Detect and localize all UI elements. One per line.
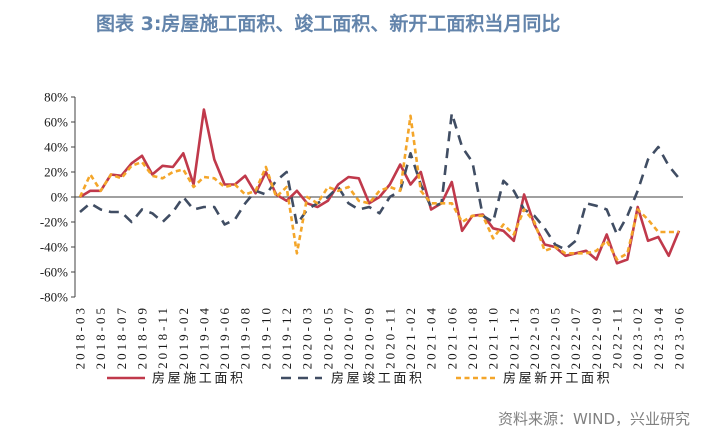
x-tick-label: 2022-11 <box>610 305 625 369</box>
chart-axes: 80% 60% 40% 20% 0% -20% -40% -60% -80% 2018-03 201… <box>40 90 687 370</box>
x-tick-label: 2020-03 <box>300 305 315 369</box>
source-note: 资料来源：WIND，兴业研究 <box>497 410 690 428</box>
x-tick-label: 2019-08 <box>238 305 253 369</box>
x-tick-label: 2021-04 <box>424 305 439 369</box>
y-tick-label: 40% <box>44 140 68 155</box>
y-tick-label: 80% <box>44 90 68 105</box>
x-tick-label: 2018-09 <box>134 305 149 369</box>
x-tick-label: 2018-11 <box>155 305 170 369</box>
new-start-area-line <box>78 114 679 261</box>
x-tick-label: 2019-10 <box>258 305 273 369</box>
completion-area-line <box>79 112 681 251</box>
y-tick-label: 60% <box>44 115 68 130</box>
x-tick-label: 2018-07 <box>114 305 129 369</box>
legend-item-completion-area: 房屋竣工面积 <box>281 371 425 386</box>
x-tick-label: 2021-06 <box>444 305 459 369</box>
x-tick-label: 2022-05 <box>548 305 563 369</box>
legend: 房屋施工面积 房屋竣工面积 房屋新开工面积 <box>107 371 612 386</box>
legend-item-new-start-area: 房屋新开工面积 <box>456 371 612 386</box>
x-tick-label: 2020-05 <box>320 305 335 369</box>
x-tick-label: 2018-05 <box>93 305 108 369</box>
x-tick-label: 2022-03 <box>527 305 542 369</box>
y-tick-label: -20% <box>40 215 68 230</box>
y-tick-label: -80% <box>40 290 68 305</box>
x-tick-label: 2022-09 <box>589 305 604 369</box>
x-tick-label: 2018-03 <box>73 305 88 369</box>
construction-area-line <box>79 108 681 265</box>
y-tick-label: -60% <box>40 265 68 280</box>
legend-item-construction-area: 房屋施工面积 <box>107 371 246 386</box>
legend-label-new-start-area: 房屋新开工面积 <box>503 371 612 386</box>
x-tick-label: 2023-02 <box>630 305 645 369</box>
x-tick-label: 2021-02 <box>403 305 418 369</box>
x-tick-label: 2019-12 <box>279 305 294 369</box>
legend-label-completion-area: 房屋竣工面积 <box>331 371 425 386</box>
y-tick-label: 20% <box>44 165 68 180</box>
x-tick-label: 2021-10 <box>486 305 501 369</box>
series-layer <box>78 108 681 265</box>
x-tick-label: 2019-06 <box>217 305 232 369</box>
x-tick-label: 2020-07 <box>341 305 356 369</box>
y-tick-label: -40% <box>40 240 68 255</box>
x-tick-label: 2022-07 <box>568 305 583 369</box>
x-tick-label: 2019-02 <box>176 305 191 369</box>
chart-title: 图表 3:房屋施工面积、竣工面积、新开工面积当月同比 <box>96 13 561 35</box>
x-tick-label: 2020-09 <box>362 305 377 369</box>
x-tick-label: 2019-04 <box>196 305 211 369</box>
x-tick-label: 2023-06 <box>672 305 687 369</box>
legend-label-construction-area: 房屋施工面积 <box>152 371 246 386</box>
x-tick-label: 2021-08 <box>465 305 480 369</box>
y-tick-label: 0% <box>51 190 69 205</box>
x-tick-label: 2023-04 <box>651 305 666 369</box>
x-tick-label: 2020-11 <box>382 305 397 369</box>
x-tick-label: 2021-12 <box>506 305 521 369</box>
